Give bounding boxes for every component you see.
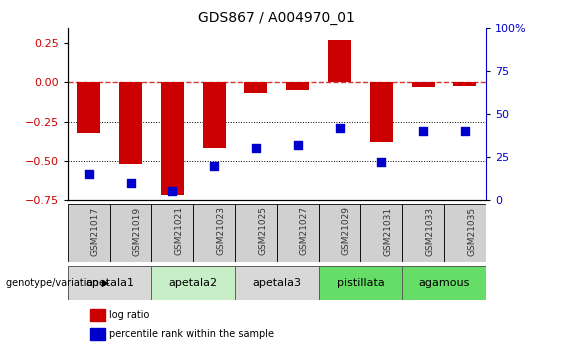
Bar — [277, 204, 319, 262]
Point — [126, 180, 135, 186]
Bar — [235, 204, 277, 262]
Bar — [77, 82, 100, 133]
Text: GSM21031: GSM21031 — [384, 206, 393, 256]
Bar — [68, 204, 110, 262]
Text: GSM21023: GSM21023 — [216, 206, 225, 256]
Point — [293, 142, 302, 148]
Title: GDS867 / A004970_01: GDS867 / A004970_01 — [198, 11, 355, 25]
Text: GSM21027: GSM21027 — [300, 206, 309, 256]
Bar — [319, 266, 402, 300]
Bar — [110, 204, 151, 262]
Point — [460, 128, 470, 134]
Point — [251, 146, 260, 151]
Point — [84, 171, 93, 177]
Bar — [370, 82, 393, 142]
Bar — [360, 204, 402, 262]
Point — [335, 125, 344, 130]
Text: apetala2: apetala2 — [169, 278, 218, 288]
Text: apetala3: apetala3 — [253, 278, 301, 288]
Bar — [286, 82, 309, 90]
Text: GSM21021: GSM21021 — [175, 206, 184, 256]
Text: GSM21035: GSM21035 — [467, 206, 476, 256]
Bar — [402, 266, 486, 300]
Point — [377, 159, 386, 165]
Text: pistillata: pistillata — [337, 278, 384, 288]
Bar — [402, 204, 444, 262]
Bar — [328, 40, 351, 82]
Bar — [193, 204, 235, 262]
Point — [210, 163, 219, 168]
Bar — [245, 82, 267, 93]
Text: GSM21029: GSM21029 — [342, 206, 351, 256]
Text: percentile rank within the sample: percentile rank within the sample — [109, 329, 274, 339]
Bar — [235, 266, 319, 300]
Point — [419, 128, 428, 134]
Bar — [454, 82, 476, 86]
Bar — [161, 82, 184, 195]
Text: GSM21019: GSM21019 — [133, 206, 142, 256]
Text: GSM21017: GSM21017 — [91, 206, 100, 256]
Text: GSM21025: GSM21025 — [258, 206, 267, 256]
Text: agamous: agamous — [419, 278, 470, 288]
Bar — [412, 82, 434, 87]
Bar — [151, 266, 235, 300]
Bar — [444, 204, 486, 262]
Bar — [203, 82, 225, 148]
Text: apetala1: apetala1 — [85, 278, 134, 288]
Text: genotype/variation ▶: genotype/variation ▶ — [6, 278, 109, 288]
Text: log ratio: log ratio — [109, 310, 149, 320]
Text: GSM21033: GSM21033 — [425, 206, 434, 256]
Bar — [151, 204, 193, 262]
Bar — [68, 266, 151, 300]
Bar — [119, 82, 142, 164]
Point — [168, 189, 177, 194]
Bar — [319, 204, 360, 262]
